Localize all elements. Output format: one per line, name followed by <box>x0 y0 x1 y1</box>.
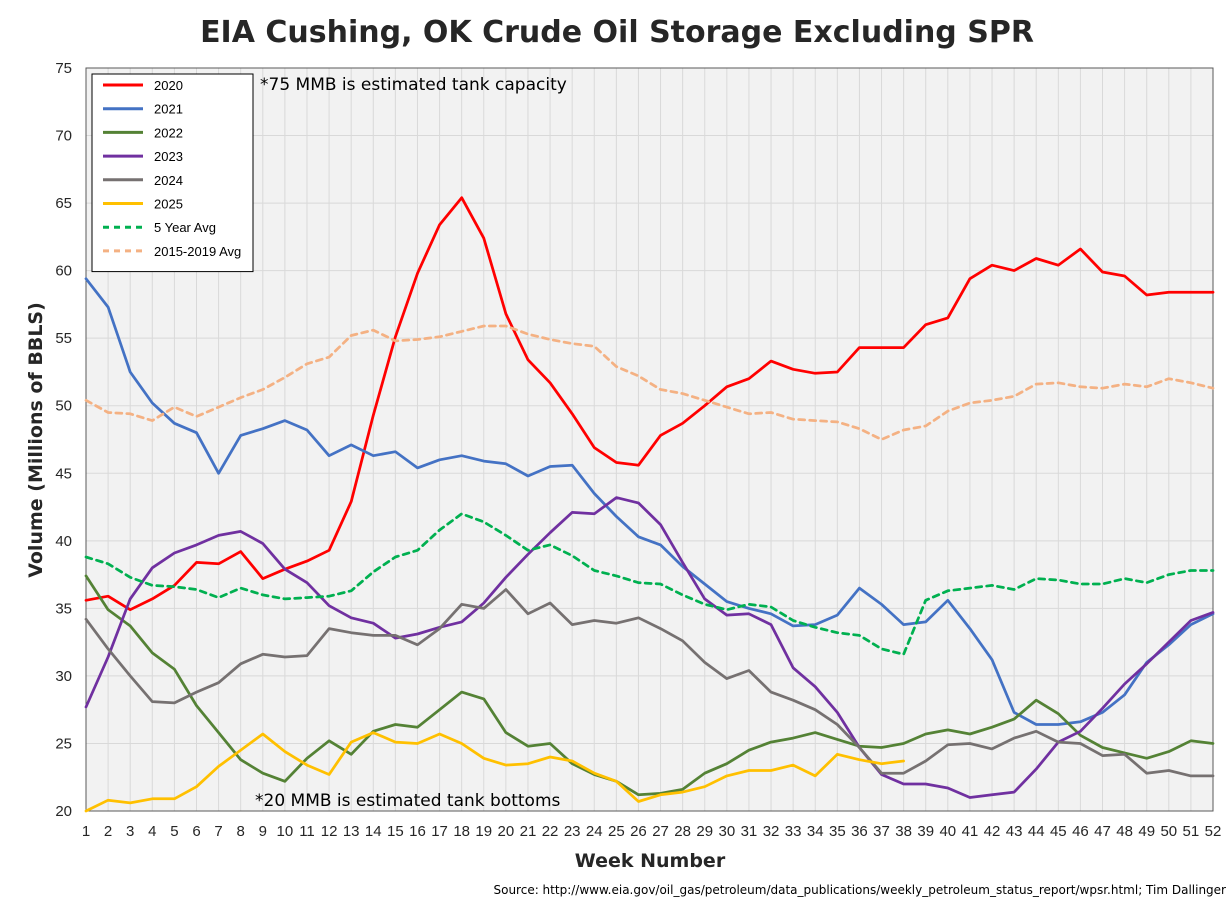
source-note: Source: http://www.eia.gov/oil_gas/petro… <box>493 883 1226 897</box>
x-tick-label: 36 <box>851 823 868 840</box>
series-line-2015-2019-avg <box>84 324 1215 441</box>
y-axis-title: Volume (Millions of BBLS) <box>25 302 47 578</box>
x-tick-label: 18 <box>453 823 470 840</box>
x-tick-label: 41 <box>962 823 979 840</box>
x-tick-label: 20 <box>498 823 515 840</box>
annotation-tank-capacity: *75 MMB is estimated tank capacity <box>260 75 567 95</box>
x-tick-label: 44 <box>1028 823 1045 840</box>
x-tick-label: 10 <box>277 823 294 840</box>
y-tick-label: 70 <box>55 128 72 145</box>
y-tick-label: 50 <box>55 398 72 415</box>
chart-title: EIA Cushing, OK Crude Oil Storage Exclud… <box>200 15 1034 50</box>
x-tick-label: 43 <box>1006 823 1023 840</box>
x-tick-label: 47 <box>1094 823 1111 840</box>
x-tick-label: 38 <box>895 823 912 840</box>
x-axis-title: Week Number <box>575 850 726 872</box>
annotation-tank-bottoms: *20 MMB is estimated tank bottoms <box>255 791 561 811</box>
x-tick-label: 31 <box>741 823 758 840</box>
x-tick-label: 34 <box>807 823 824 840</box>
x-tick-label: 42 <box>984 823 1001 840</box>
x-tick-label: 15 <box>387 823 404 840</box>
x-tick-label: 16 <box>409 823 426 840</box>
x-tick-label: 2 <box>104 823 112 840</box>
y-tick-label: 30 <box>55 668 72 685</box>
x-tick-label: 8 <box>237 823 245 840</box>
x-tick-label: 23 <box>564 823 581 840</box>
x-tick-label: 49 <box>1138 823 1155 840</box>
x-tick-label: 12 <box>321 823 338 840</box>
y-tick-label: 55 <box>55 330 72 347</box>
series-line-2021 <box>84 277 1215 726</box>
x-tick-label: 17 <box>431 823 448 840</box>
series-line-2024 <box>84 588 1215 778</box>
legend-label: 2025 <box>154 197 183 212</box>
x-tick-label: 48 <box>1116 823 1133 840</box>
x-tick-label: 27 <box>652 823 669 840</box>
x-tick-label: 46 <box>1072 823 1089 840</box>
legend: 2020 2021 2022 2023 2024 2025 5 Year Avg 2015-2… <box>91 73 254 273</box>
series-line-2025 <box>84 731 905 813</box>
plot-area <box>86 68 1213 811</box>
legend-label: 2021 <box>154 102 183 117</box>
series-line-2022 <box>84 574 1215 797</box>
y-tick-label: 45 <box>55 465 72 482</box>
x-tick-label: 35 <box>829 823 846 840</box>
x-tick-label: 29 <box>696 823 713 840</box>
x-tick-label: 52 <box>1205 823 1222 840</box>
series-lines <box>84 196 1215 813</box>
legend-label: 2023 <box>154 149 183 164</box>
legend-label: 2024 <box>154 173 183 188</box>
x-tick-label: 30 <box>718 823 735 840</box>
series-line-2020 <box>84 196 1215 612</box>
y-tick-label: 25 <box>55 735 72 752</box>
x-tick-label: 5 <box>170 823 178 840</box>
series-line-5-year-avg <box>84 512 1215 656</box>
y-tick-label: 35 <box>55 600 72 617</box>
legend-label: 2020 <box>154 78 183 93</box>
x-tick-label: 40 <box>939 823 956 840</box>
y-axis-ticks: 20 25 30 35 40 45 50 55 60 65 70 75 <box>55 60 72 820</box>
x-tick-label: 14 <box>365 823 382 840</box>
x-tick-label: 24 <box>586 823 603 840</box>
x-tick-label: 32 <box>763 823 780 840</box>
x-tick-label: 4 <box>148 823 156 840</box>
x-tick-label: 39 <box>917 823 934 840</box>
x-tick-label: 37 <box>873 823 890 840</box>
x-tick-label: 1 <box>82 823 90 840</box>
x-tick-label: 11 <box>299 823 315 840</box>
x-tick-label: 6 <box>192 823 200 840</box>
y-tick-label: 75 <box>55 60 72 77</box>
y-tick-label: 20 <box>55 803 72 820</box>
x-tick-label: 45 <box>1050 823 1067 840</box>
x-axis-ticks: 1 2 3 4 5 6 7 8 9 10 11 12 13 14 15 16 17 18 19 20 21 22 23 24 2… <box>82 823 1222 840</box>
x-tick-label: 26 <box>630 823 647 840</box>
y-tick-label: 65 <box>55 195 72 212</box>
x-tick-label: 7 <box>214 823 222 840</box>
x-tick-label: 25 <box>608 823 625 840</box>
x-tick-label: 50 <box>1160 823 1177 840</box>
x-tick-label: 9 <box>259 823 267 840</box>
x-tick-label: 51 <box>1183 823 1200 840</box>
x-tick-label: 21 <box>520 823 537 840</box>
legend-label: 2022 <box>154 125 183 140</box>
x-tick-label: 22 <box>542 823 559 840</box>
legend-label: 2015-2019 Avg <box>154 244 241 259</box>
plot-border <box>85 67 1214 812</box>
legend-box <box>91 73 254 273</box>
x-tick-label: 19 <box>475 823 492 840</box>
y-tick-label: 60 <box>55 263 72 280</box>
x-tick-label: 13 <box>343 823 360 840</box>
x-tick-label: 33 <box>785 823 802 840</box>
series-line-2023 <box>84 496 1215 799</box>
x-tick-label: 3 <box>126 823 134 840</box>
y-tick-label: 40 <box>55 533 72 550</box>
x-tick-label: 28 <box>674 823 691 840</box>
legend-label: 5 Year Avg <box>154 220 216 235</box>
